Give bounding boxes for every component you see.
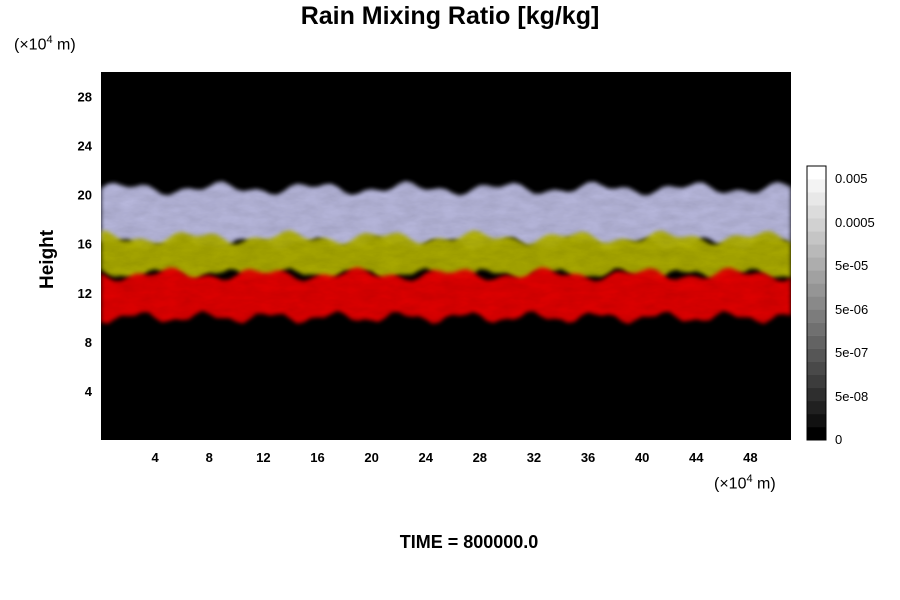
x-tick-label: 32 xyxy=(527,450,541,465)
x-tick-label: 40 xyxy=(635,450,649,465)
colorbar-label: 5e-07 xyxy=(835,345,868,360)
y-tick-label: 16 xyxy=(78,237,92,252)
x-tick-label: 12 xyxy=(256,450,270,465)
colorbar-label: 5e-06 xyxy=(835,302,868,317)
x-tick-label: 48 xyxy=(743,450,757,465)
chart-title: Rain Mixing Ratio [kg/kg] xyxy=(300,2,600,30)
y-tick-label: 8 xyxy=(85,335,92,350)
colorbar-swatch xyxy=(807,426,826,441)
y-tick-label: 4 xyxy=(85,384,93,399)
colorbar-swatch xyxy=(807,296,826,310)
x-axis: 4 8 12 16 20 24 28 32 36 40 44 48 xyxy=(152,450,758,465)
x-tick-label: 16 xyxy=(310,450,324,465)
colorbar-label: 0 xyxy=(835,432,842,447)
colorbar-frame xyxy=(806,165,827,441)
colorbar-swatch xyxy=(807,166,826,180)
y-tick-label: 20 xyxy=(78,188,92,203)
colorbar: 0.005 0.0005 5e-05 5e-06 5e-07 5e-08 0 xyxy=(806,165,875,447)
y-axis: 4 8 12 16 20 24 28 xyxy=(78,90,93,399)
colorbar-swatch xyxy=(807,400,826,415)
x-tick-label: 4 xyxy=(152,450,160,465)
texture-overlay xyxy=(101,72,791,440)
time-label: TIME = 800000.0 xyxy=(399,532,539,552)
colorbar-swatch xyxy=(807,413,826,428)
x-tick-label: 44 xyxy=(689,450,704,465)
x-tick-label: 28 xyxy=(473,450,487,465)
colorbar-swatch xyxy=(807,335,826,349)
field-layers xyxy=(101,72,791,440)
colorbar-swatch xyxy=(807,192,826,206)
y-axis-unit: (×104 m) xyxy=(14,34,76,54)
x-tick-label: 20 xyxy=(364,450,378,465)
colorbar-swatch xyxy=(807,257,826,271)
x-tick-label: 8 xyxy=(206,450,213,465)
colorbar-label: 0.0005 xyxy=(835,215,875,230)
y-tick-label: 12 xyxy=(78,286,92,301)
colorbar-label: 5e-08 xyxy=(835,389,868,404)
x-tick-label: 24 xyxy=(418,450,433,465)
colorbar-label: 5e-05 xyxy=(835,258,868,273)
colorbar-swatch xyxy=(807,322,826,336)
colorbar-swatch xyxy=(807,361,826,376)
colorbar-swatch xyxy=(807,231,826,245)
colorbar-swatch xyxy=(807,218,826,232)
y-tick-label: 24 xyxy=(78,139,93,154)
colorbar-swatch xyxy=(807,348,826,363)
colorbar-swatch xyxy=(807,374,826,389)
x-tick-label: 36 xyxy=(581,450,595,465)
colorbar-swatch xyxy=(807,179,826,193)
colorbar-swatch xyxy=(807,205,826,219)
colorbar-swatch xyxy=(807,283,826,297)
y-tick-label: 28 xyxy=(78,90,92,105)
colorbar-label: 0.005 xyxy=(835,171,868,186)
colorbar-swatch xyxy=(807,387,826,402)
colorbar-swatch xyxy=(807,244,826,258)
colorbar-swatch xyxy=(807,270,826,284)
colorbar-swatch xyxy=(807,309,826,323)
x-axis-unit: (×104 m) xyxy=(714,473,776,493)
